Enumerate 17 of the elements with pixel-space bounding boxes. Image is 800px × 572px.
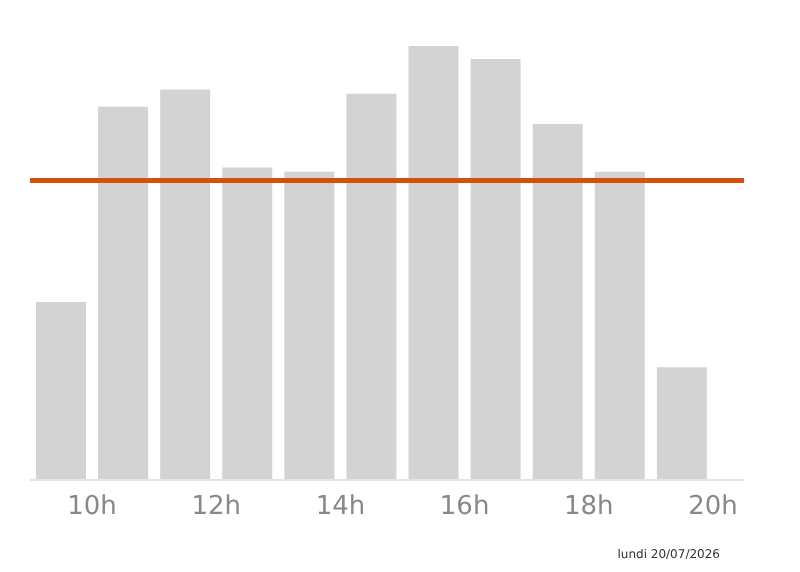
bar: [160, 89, 211, 480]
bar: [98, 106, 149, 480]
bar: [346, 93, 397, 480]
bar: [408, 46, 459, 480]
x-tick-label: 16h: [439, 492, 490, 523]
x-tick-label: 14h: [315, 492, 366, 523]
bar: [656, 367, 707, 480]
bar: [284, 171, 335, 480]
bar: [532, 124, 583, 480]
x-tick-label: 10h: [67, 492, 117, 523]
x-tick-label: 20h: [688, 492, 738, 523]
x-tick-label: 12h: [191, 492, 242, 523]
x-tick-label: 18h: [564, 492, 614, 523]
bar: [594, 171, 645, 480]
bar: [36, 302, 86, 480]
bar: [222, 167, 273, 480]
bar: [470, 59, 521, 480]
